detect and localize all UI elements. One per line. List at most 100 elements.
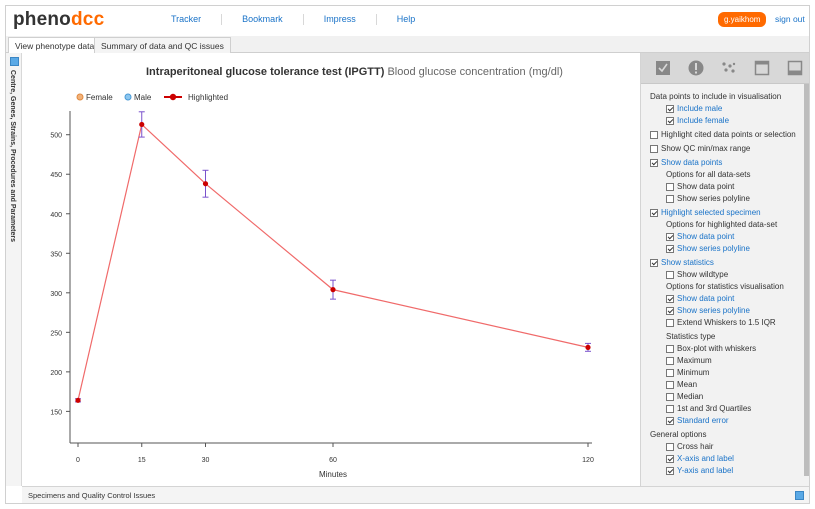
option-row[interactable]: Show statistics [650, 257, 796, 269]
option-checkbox[interactable] [666, 271, 674, 279]
option-label: Show data point [677, 182, 735, 191]
logo[interactable]: phenodcc [13, 9, 104, 31]
alert-icon[interactable] [688, 60, 704, 76]
option-row[interactable]: Cross hair [650, 441, 796, 453]
option-label: Options for all data-sets [666, 170, 751, 179]
option-row[interactable]: Minimum [650, 367, 796, 379]
option-row[interactable]: Show data point [650, 181, 796, 193]
sign-out-link[interactable]: sign out [775, 14, 805, 24]
y-tick-label: 300 [50, 291, 62, 298]
nav-impress[interactable]: Impress [304, 14, 377, 25]
panel-bottom-icon[interactable] [787, 60, 803, 76]
y-tick-label: 350 [50, 251, 62, 258]
option-row[interactable]: Maximum [650, 355, 796, 367]
options-heading: Options for all data-sets [650, 169, 796, 181]
option-row[interactable]: Include male [650, 103, 796, 115]
option-checkbox[interactable] [666, 417, 674, 425]
option-row[interactable]: Show wildtype [650, 269, 796, 281]
option-row[interactable]: Show QC min/max range [650, 143, 796, 155]
option-row[interactable]: Show series polyline [650, 193, 796, 205]
option-checkbox[interactable] [666, 233, 674, 241]
option-checkbox[interactable] [666, 467, 674, 475]
option-row[interactable]: X-axis and label [650, 453, 796, 465]
x-tick-label: 30 [202, 457, 210, 464]
option-label: Cross hair [677, 442, 714, 451]
option-row[interactable]: Box-plot with whiskers [650, 343, 796, 355]
option-checkbox[interactable] [650, 259, 658, 267]
option-row[interactable]: Y-axis and label [650, 465, 796, 477]
options-scrollbar[interactable] [804, 84, 809, 476]
option-checkbox[interactable] [666, 369, 674, 377]
option-row[interactable]: Extend Whiskers to 1.5 IQR [650, 317, 796, 329]
y-tick-label: 450 [50, 172, 62, 179]
option-row[interactable]: Show data point [650, 293, 796, 305]
expand-footer-icon[interactable] [795, 491, 804, 500]
option-row[interactable]: Median [650, 391, 796, 403]
option-row[interactable]: Highlight selected specimen [650, 207, 796, 219]
left-panel-label: Centre, Genes, Strains, Procedures and P… [9, 70, 16, 242]
window-icon[interactable] [754, 60, 770, 76]
options-heading: Options for statistics visualisation [650, 281, 796, 293]
option-checkbox[interactable] [666, 393, 674, 401]
tab-summary-qc-issues[interactable]: Summary of data and QC issues [94, 37, 231, 53]
option-checkbox[interactable] [666, 117, 674, 125]
expand-panel-icon[interactable] [10, 57, 19, 66]
option-checkbox[interactable] [666, 405, 674, 413]
option-row[interactable]: Show data points [650, 157, 796, 169]
legend-male-marker [124, 93, 132, 101]
user-badge[interactable]: g.yaikhom [718, 12, 767, 27]
option-checkbox[interactable] [666, 245, 674, 253]
option-label: Options for statistics visualisation [666, 282, 784, 291]
option-checkbox[interactable] [666, 319, 674, 327]
x-tick-label: 60 [329, 457, 337, 464]
nav-bookmark[interactable]: Bookmark [222, 14, 304, 25]
option-checkbox[interactable] [666, 195, 674, 203]
option-label: 1st and 3rd Quartiles [677, 404, 752, 413]
option-label: Options for highlighted data-set [666, 220, 778, 229]
panel-toolbar [641, 53, 809, 84]
y-tick-label: 400 [50, 212, 62, 219]
option-checkbox[interactable] [666, 443, 674, 451]
nav-help[interactable]: Help [396, 14, 416, 24]
option-label: Mean [677, 380, 698, 389]
options-list: Data points to include in visualisation I… [650, 91, 796, 477]
option-checkbox[interactable] [666, 345, 674, 353]
option-checkbox[interactable] [666, 455, 674, 463]
footer-bar: Specimens and Quality Control Issues [22, 486, 809, 503]
scatter-icon[interactable] [721, 60, 737, 76]
option-checkbox[interactable] [666, 307, 674, 315]
tab-view-phenotype-data[interactable]: View phenotype data [8, 37, 102, 54]
option-label: Show series polyline [677, 194, 750, 203]
option-row[interactable]: Highlight cited data points or selection [650, 129, 796, 141]
option-label: Show wildtype [677, 270, 729, 279]
option-checkbox[interactable] [666, 183, 674, 191]
checkbox-icon[interactable] [655, 60, 671, 76]
option-label: Highlight cited data points or selection [661, 130, 796, 139]
option-row[interactable]: Show series polyline [650, 243, 796, 255]
option-row[interactable]: 1st and 3rd Quartiles [650, 403, 796, 415]
option-label: Extend Whiskers to 1.5 IQR [677, 318, 776, 327]
footer-label[interactable]: Specimens and Quality Control Issues [28, 491, 156, 500]
option-checkbox[interactable] [650, 145, 658, 153]
option-checkbox[interactable] [650, 131, 658, 139]
option-checkbox[interactable] [650, 209, 658, 217]
x-tick-label: 120 [582, 457, 594, 464]
option-checkbox[interactable] [666, 381, 674, 389]
option-row[interactable]: Include female [650, 115, 796, 127]
option-checkbox[interactable] [650, 159, 658, 167]
top-nav: Tracker Bookmark Impress Help [156, 14, 435, 25]
option-checkbox[interactable] [666, 295, 674, 303]
data-point [139, 121, 145, 128]
x-axis-label: Minutes [319, 470, 347, 479]
option-row[interactable]: Show series polyline [650, 305, 796, 317]
option-row[interactable]: Mean [650, 379, 796, 391]
option-label: Statistics type [666, 332, 716, 341]
option-row[interactable]: Standard error [650, 415, 796, 427]
option-row[interactable]: Show data point [650, 231, 796, 243]
option-label: Show data point [677, 232, 735, 241]
option-checkbox[interactable] [666, 357, 674, 365]
option-checkbox[interactable] [666, 105, 674, 113]
nav-tracker[interactable]: Tracker [156, 14, 223, 25]
options-panel: Data points to include in visualisation I… [640, 53, 809, 486]
left-collapsed-panel[interactable]: Centre, Genes, Strains, Procedures and P… [6, 53, 22, 486]
